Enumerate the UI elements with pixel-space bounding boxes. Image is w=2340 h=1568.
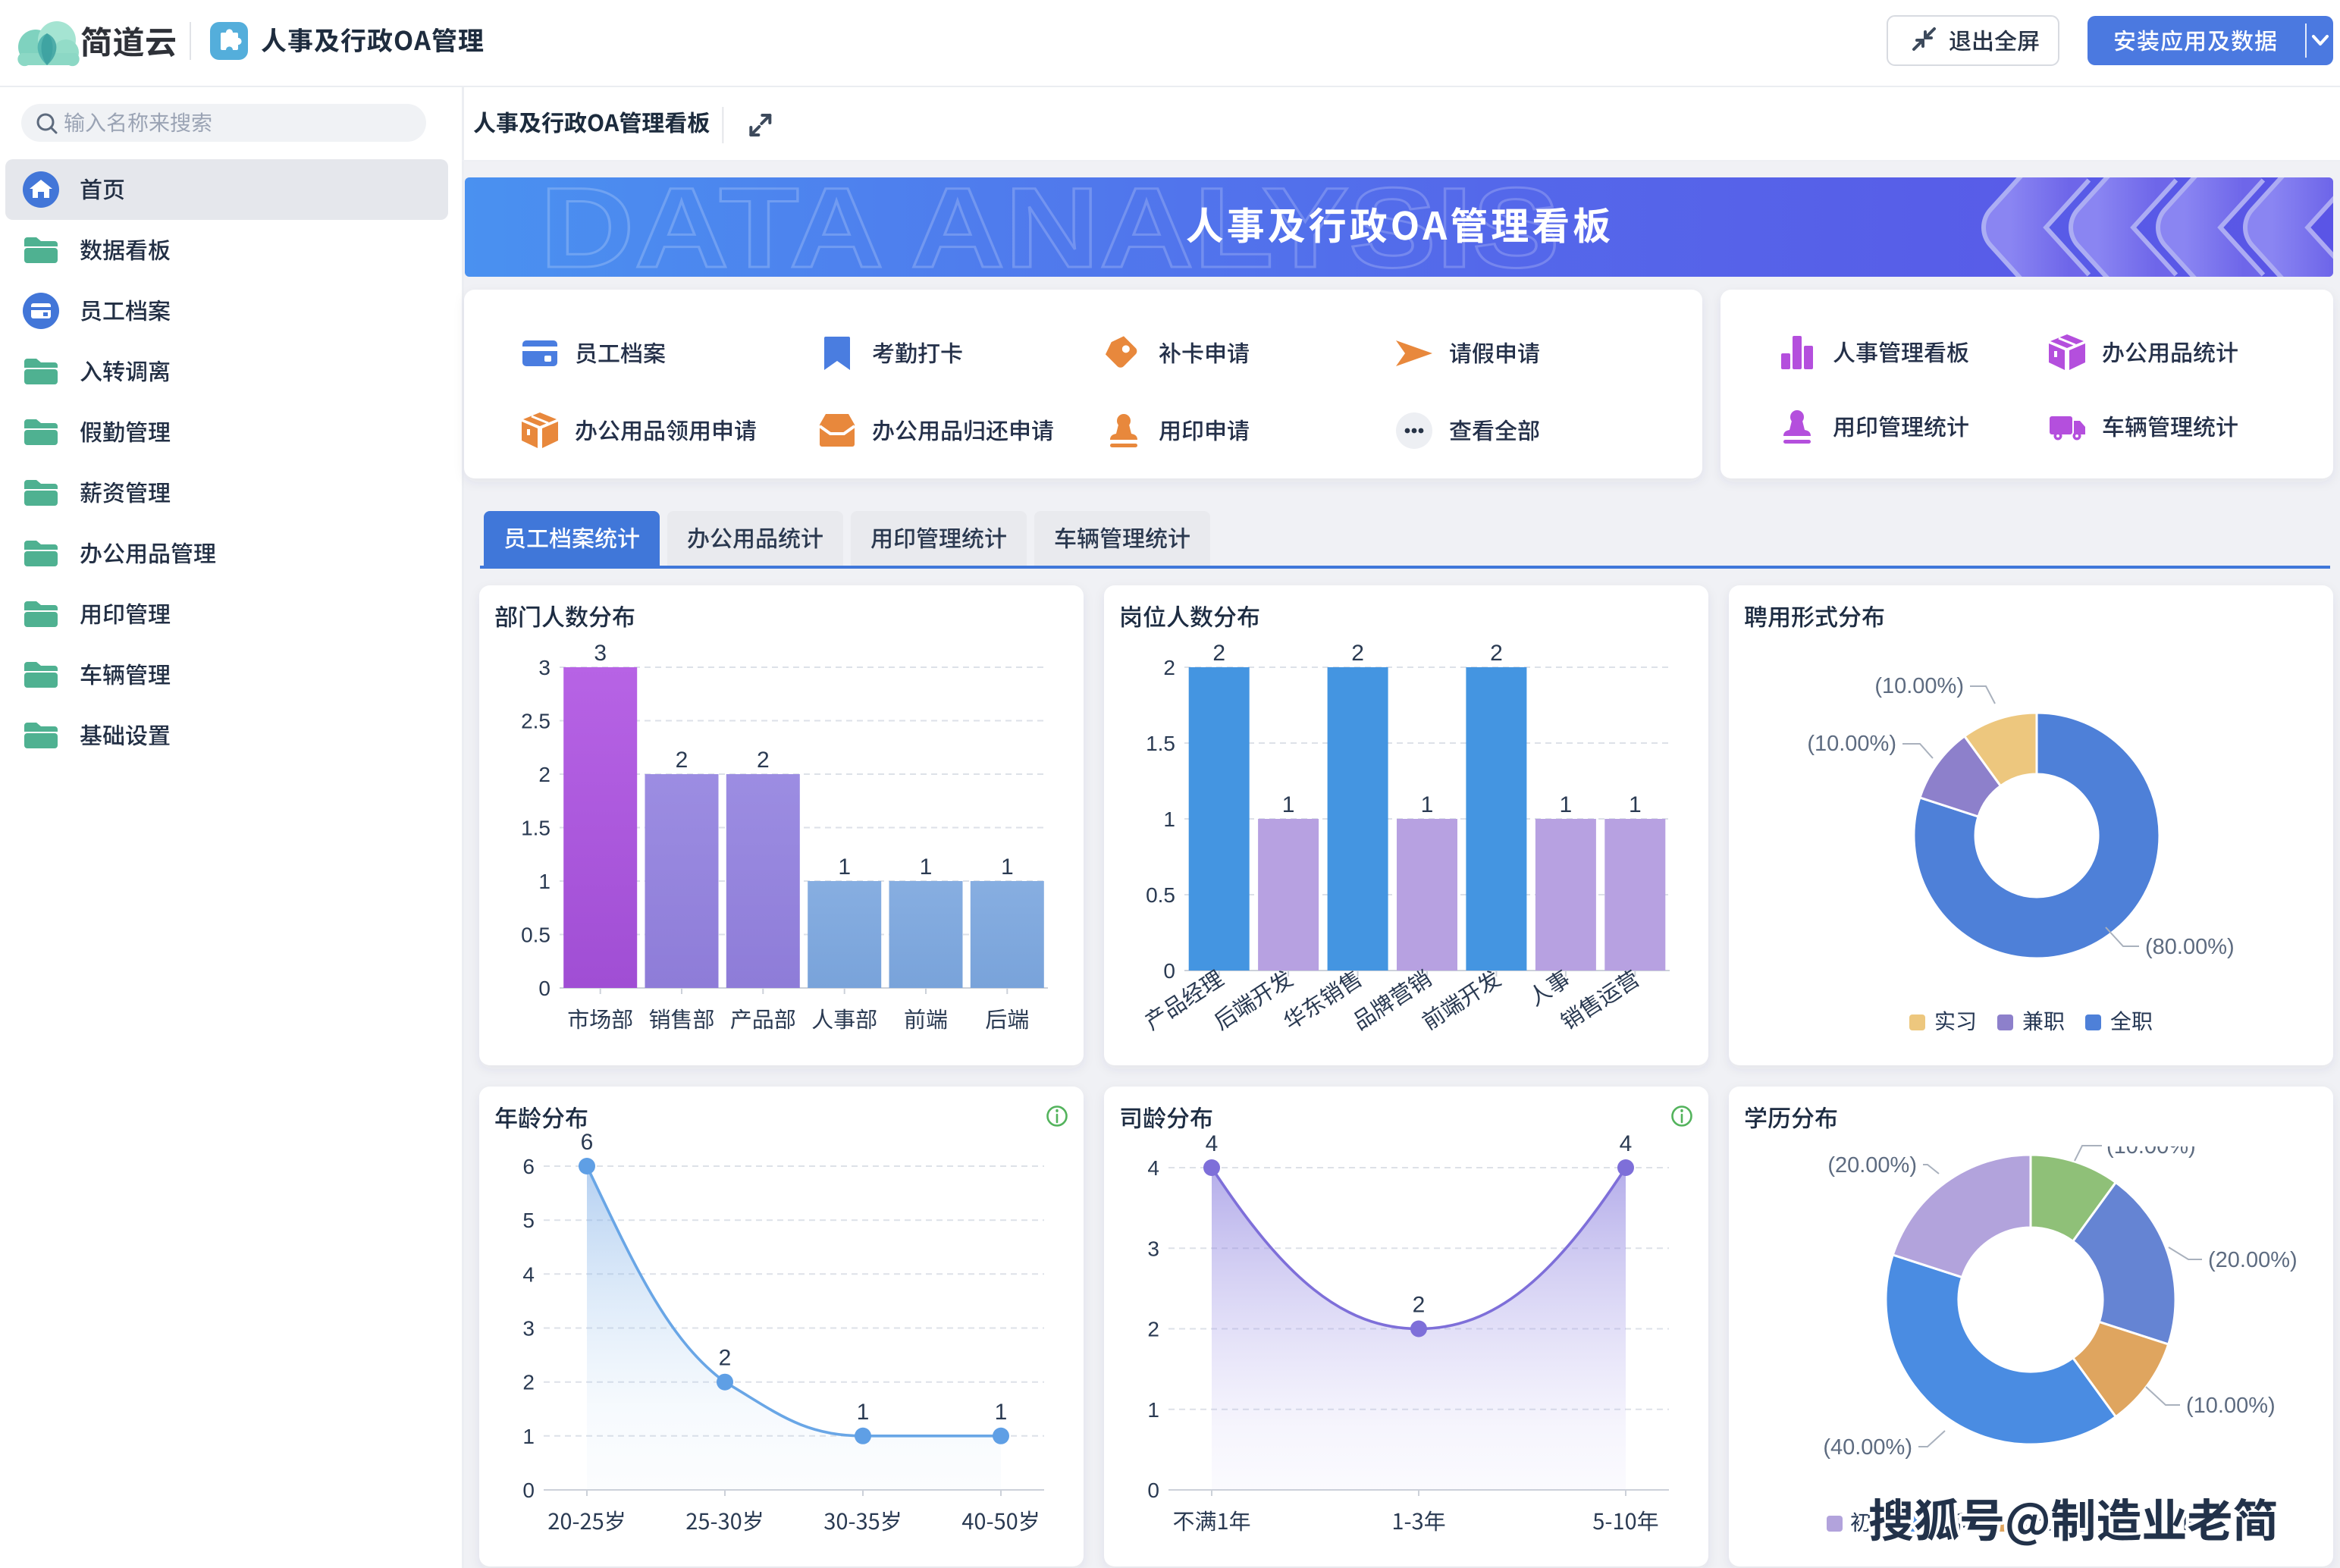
svg-text:(10.00%): (10.00%) <box>1807 732 1896 756</box>
svg-text:DATA ANALYSIS: DATA ANALYSIS <box>540 164 1560 291</box>
svg-text:3: 3 <box>522 1317 535 1341</box>
svg-text:2: 2 <box>1212 641 1225 666</box>
svg-text:2: 2 <box>1490 641 1503 666</box>
svg-text:2: 2 <box>538 763 550 786</box>
svg-text:2: 2 <box>522 1371 535 1394</box>
svg-text:0: 0 <box>522 1479 535 1502</box>
svg-text:1.5: 1.5 <box>521 817 550 840</box>
svg-text:1: 1 <box>838 855 851 880</box>
svg-text:1: 1 <box>1560 792 1573 817</box>
svg-text:1: 1 <box>1629 792 1642 817</box>
svg-text:0.5: 0.5 <box>1146 883 1175 907</box>
svg-text:2: 2 <box>719 1346 732 1371</box>
svg-text:0.5: 0.5 <box>521 924 550 947</box>
svg-text:2.5: 2.5 <box>521 710 550 733</box>
svg-text:(20.00%): (20.00%) <box>1827 1153 1917 1178</box>
svg-text:3: 3 <box>538 656 550 679</box>
svg-text:1: 1 <box>522 1425 535 1448</box>
svg-text:(20.00%): (20.00%) <box>2208 1248 2298 1272</box>
svg-text:1: 1 <box>920 855 933 880</box>
svg-text:4: 4 <box>522 1262 535 1286</box>
svg-text:2: 2 <box>1351 641 1364 666</box>
svg-text:2: 2 <box>1413 1293 1426 1318</box>
svg-text:(10.00%): (10.00%) <box>2106 1134 2196 1159</box>
svg-text:5: 5 <box>522 1209 535 1232</box>
svg-text:6: 6 <box>581 1130 594 1155</box>
svg-text:2: 2 <box>1147 1318 1159 1341</box>
svg-text:1: 1 <box>538 870 550 893</box>
svg-text:3: 3 <box>594 641 607 666</box>
svg-text:3: 3 <box>1147 1237 1159 1260</box>
svg-text:(10.00%): (10.00%) <box>2186 1394 2276 1418</box>
svg-text:1: 1 <box>1001 855 1014 880</box>
svg-text:0: 0 <box>1147 1479 1159 1502</box>
svg-text:1: 1 <box>1147 1398 1159 1422</box>
svg-text:2: 2 <box>676 748 689 773</box>
svg-text:(80.00%): (80.00%) <box>2145 935 2235 959</box>
svg-text:1: 1 <box>1163 808 1175 831</box>
svg-text:(40.00%): (40.00%) <box>1823 1435 1912 1460</box>
svg-text:4: 4 <box>1147 1156 1159 1180</box>
svg-text:2: 2 <box>1163 656 1175 679</box>
svg-text:1: 1 <box>1421 792 1434 817</box>
svg-text:1.5: 1.5 <box>1146 732 1175 755</box>
svg-text:1: 1 <box>995 1400 1008 1425</box>
svg-text:2: 2 <box>757 748 770 773</box>
svg-text:0: 0 <box>538 977 550 1000</box>
svg-text:0: 0 <box>1163 959 1175 983</box>
svg-text:6: 6 <box>522 1155 535 1178</box>
svg-text:4: 4 <box>1206 1131 1219 1156</box>
svg-text:(10.00%): (10.00%) <box>1874 674 1964 698</box>
svg-text:1: 1 <box>857 1400 870 1425</box>
svg-text:4: 4 <box>1620 1131 1633 1156</box>
svg-text:1: 1 <box>1282 792 1295 817</box>
